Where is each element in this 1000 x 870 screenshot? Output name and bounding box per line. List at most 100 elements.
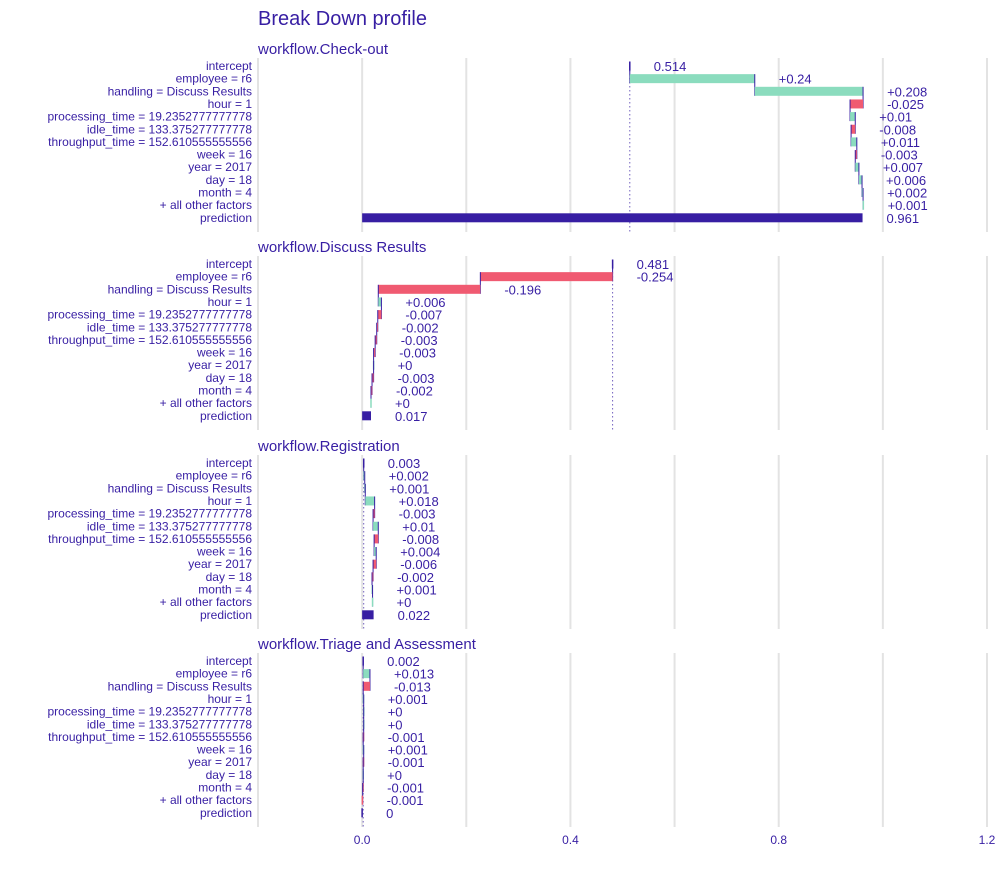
variable-label: + all other factors: [160, 793, 252, 807]
value-label: -0.002: [396, 384, 433, 399]
value-label: -0.002: [402, 320, 439, 335]
variable-label: intercept: [206, 257, 253, 271]
value-label: -0.001: [388, 730, 425, 745]
contribution-bar: [370, 386, 373, 395]
contribution-bar: [861, 188, 864, 197]
prediction-bar: [362, 213, 863, 223]
value-label: 0.022: [398, 608, 431, 623]
contribution-bar: [377, 310, 382, 320]
variable-label: idle_time = 133.375277777778: [87, 320, 252, 334]
variable-label: week = 16: [196, 545, 252, 559]
value-label: +0.208: [887, 84, 927, 99]
value-label: +0.013: [394, 667, 434, 682]
variable-label: handling = Discuss Results: [108, 481, 252, 495]
contribution-bar: [855, 162, 859, 172]
variable-label: prediction: [200, 409, 252, 423]
variable-label: idle_time = 133.375277777778: [87, 122, 252, 136]
value-label: +0.001: [888, 198, 928, 213]
value-label: +0.018: [399, 494, 439, 509]
contribution-bar: [363, 681, 370, 691]
variable-label: employee = r6: [176, 667, 253, 681]
variable-label: handling = Discuss Results: [108, 84, 252, 98]
variable-label: hour = 1: [208, 295, 253, 309]
value-label: -0.003: [399, 507, 436, 522]
variable-label: day = 18: [206, 768, 253, 782]
value-label: -0.254: [637, 270, 674, 285]
contribution-bar: [373, 509, 375, 519]
contribution-bar: [363, 669, 370, 679]
contribution-bar: [373, 521, 379, 531]
value-label: 0.017: [395, 409, 428, 424]
variable-label: throughput_time = 152.610555555556: [48, 135, 252, 149]
value-label: 0: [386, 806, 393, 821]
contribution-bar: [629, 74, 755, 84]
variable-label: week = 16: [196, 148, 252, 162]
contribution-bar: [372, 373, 374, 383]
variable-label: throughput_time = 152.610555555556: [48, 532, 252, 546]
x-tick-label: 0.0: [354, 833, 371, 847]
variable-label: hour = 1: [208, 97, 253, 111]
contribution-bar: [374, 547, 377, 557]
variable-label: day = 18: [206, 173, 253, 187]
value-label: -0.002: [397, 570, 434, 585]
value-label: +0: [388, 717, 403, 732]
variable-label: idle_time = 133.375277777778: [87, 519, 252, 533]
value-label: +0.01: [879, 110, 912, 125]
variable-label: week = 16: [196, 743, 252, 757]
variable-label: hour = 1: [208, 494, 253, 508]
variable-label: throughput_time = 152.610555555556: [48, 333, 252, 347]
variable-label: month = 4: [198, 781, 252, 795]
variable-label: year = 2017: [188, 358, 252, 372]
contribution-bar: [862, 200, 865, 210]
variable-label: employee = r6: [176, 270, 253, 284]
panels: workflow.Check-out intercept 0.514 employee…: [48, 41, 988, 827]
value-label: -0.001: [387, 793, 424, 808]
contribution-bar: [855, 150, 857, 160]
panel-title: workflow.Registration: [257, 438, 400, 455]
value-label: -0.003: [399, 346, 436, 361]
value-label: +0.011: [881, 135, 920, 150]
value-label: 0.961: [887, 211, 920, 226]
variable-label: idle_time = 133.375277777778: [87, 717, 252, 731]
variable-label: hour = 1: [208, 692, 253, 706]
value-label: 0.003: [388, 456, 421, 471]
value-label: -0.008: [402, 532, 439, 547]
panel: workflow.Check-out intercept 0.514 employee…: [48, 41, 988, 232]
value-label: 0.514: [654, 59, 687, 74]
value-label: -0.003: [401, 333, 438, 348]
variable-label: + all other factors: [160, 396, 252, 410]
value-label: +0.24: [779, 72, 812, 87]
variable-label: day = 18: [206, 371, 253, 385]
value-label: +0: [395, 396, 410, 411]
value-label: -0.196: [504, 282, 541, 297]
contribution-bar: [376, 322, 378, 332]
variable-label: intercept: [206, 456, 253, 470]
panel: workflow.Discuss Results intercept 0.481 em…: [48, 239, 988, 430]
value-label: +0.006: [886, 173, 926, 188]
contribution-bar: [851, 124, 856, 134]
variable-label: handling = Discuss Results: [108, 282, 252, 296]
value-label: +0.002: [887, 186, 927, 201]
panel: workflow.Triage and Assessment intercept 0…: [48, 636, 988, 827]
panel: workflow.Registration intercept 0.003 emplo…: [48, 438, 988, 629]
chart-title: Break Down profile: [258, 8, 427, 30]
variable-label: month = 4: [198, 186, 252, 200]
panel-title: workflow.Check-out: [257, 41, 389, 58]
panel-title: workflow.Discuss Results: [257, 239, 426, 256]
contribution-bar: [850, 112, 856, 122]
contribution-bar: [373, 559, 377, 569]
value-label: -0.006: [400, 557, 437, 572]
variable-label: intercept: [206, 654, 253, 668]
variable-label: year = 2017: [188, 557, 252, 571]
value-label: -0.003: [398, 371, 435, 386]
contribution-bar: [378, 284, 481, 294]
value-label: +0.004: [400, 545, 440, 560]
variable-label: + all other factors: [160, 198, 252, 212]
value-label: -0.013: [394, 679, 431, 694]
contribution-bar: [858, 175, 863, 185]
variable-label: prediction: [200, 806, 252, 820]
contribution-bar: [371, 572, 374, 582]
contribution-bar: [373, 348, 376, 358]
value-label: -0.003: [881, 148, 918, 163]
